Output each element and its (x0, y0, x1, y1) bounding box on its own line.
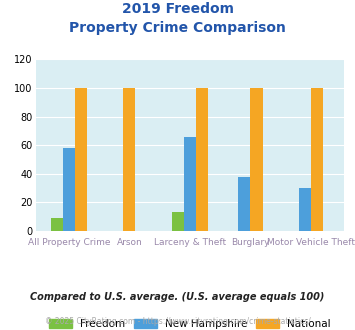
Bar (311, 88, 323, 231)
Text: Arson: Arson (116, 238, 142, 247)
Bar (63, 148, 75, 231)
Bar (251, 88, 263, 231)
Bar (123, 88, 135, 231)
Text: 2019 Freedom: 2019 Freedom (121, 2, 234, 16)
Bar (238, 177, 251, 231)
Bar (75, 88, 87, 231)
Bar (172, 213, 184, 231)
Text: Property Crime Comparison: Property Crime Comparison (69, 21, 286, 35)
Bar (196, 88, 208, 231)
Text: Compared to U.S. average. (U.S. average equals 100): Compared to U.S. average. (U.S. average … (30, 292, 325, 302)
Text: Burglary: Burglary (231, 238, 270, 247)
Text: © 2025 CityRating.com - https://www.cityrating.com/crime-statistics/: © 2025 CityRating.com - https://www.city… (45, 317, 310, 326)
Text: Motor Vehicle Theft: Motor Vehicle Theft (267, 238, 355, 247)
Legend: Freedom, New Hampshire, National: Freedom, New Hampshire, National (49, 318, 331, 329)
Bar (299, 188, 311, 231)
Text: Larceny & Theft: Larceny & Theft (154, 238, 226, 247)
Text: All Property Crime: All Property Crime (28, 238, 110, 247)
Bar (51, 218, 63, 231)
Bar (184, 137, 196, 231)
